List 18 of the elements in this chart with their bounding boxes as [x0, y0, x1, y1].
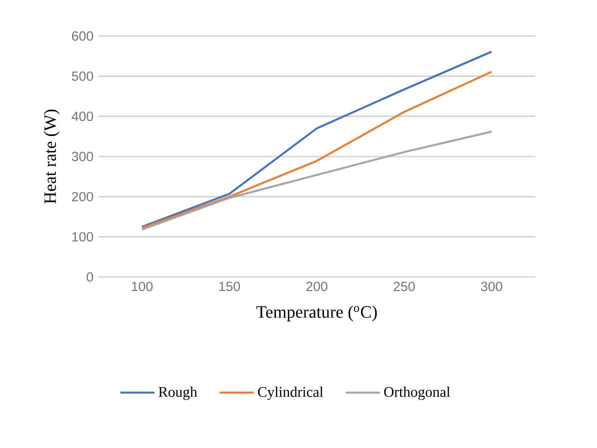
x-tick-label: 300 — [480, 282, 502, 292]
y-tick-label: 300 — [72, 152, 94, 162]
y-tick-label: 200 — [72, 192, 94, 202]
x-tick-label: 200 — [306, 282, 328, 292]
y-axis-title: Heat rate (W) — [44, 110, 60, 204]
y-tick-label: 100 — [72, 232, 94, 242]
x-tick-label: 150 — [219, 282, 240, 292]
x-axis-title: Temperature ($^{o}$C) — [256, 306, 377, 322]
y-tick-label: 500 — [72, 71, 94, 81]
y-tick-label: 0 — [86, 272, 94, 282]
y-tick-label: 600 — [72, 31, 94, 41]
line-series — [141, 130, 493, 231]
legend-label: Orthogonal — [384, 386, 450, 400]
x-tick-label: 100 — [132, 282, 153, 292]
x-tick-label: 250 — [394, 282, 415, 292]
legend-label: Rough — [158, 386, 198, 400]
y-tick-label: 400 — [72, 112, 94, 122]
legend-label: Cylindrical — [258, 386, 324, 400]
